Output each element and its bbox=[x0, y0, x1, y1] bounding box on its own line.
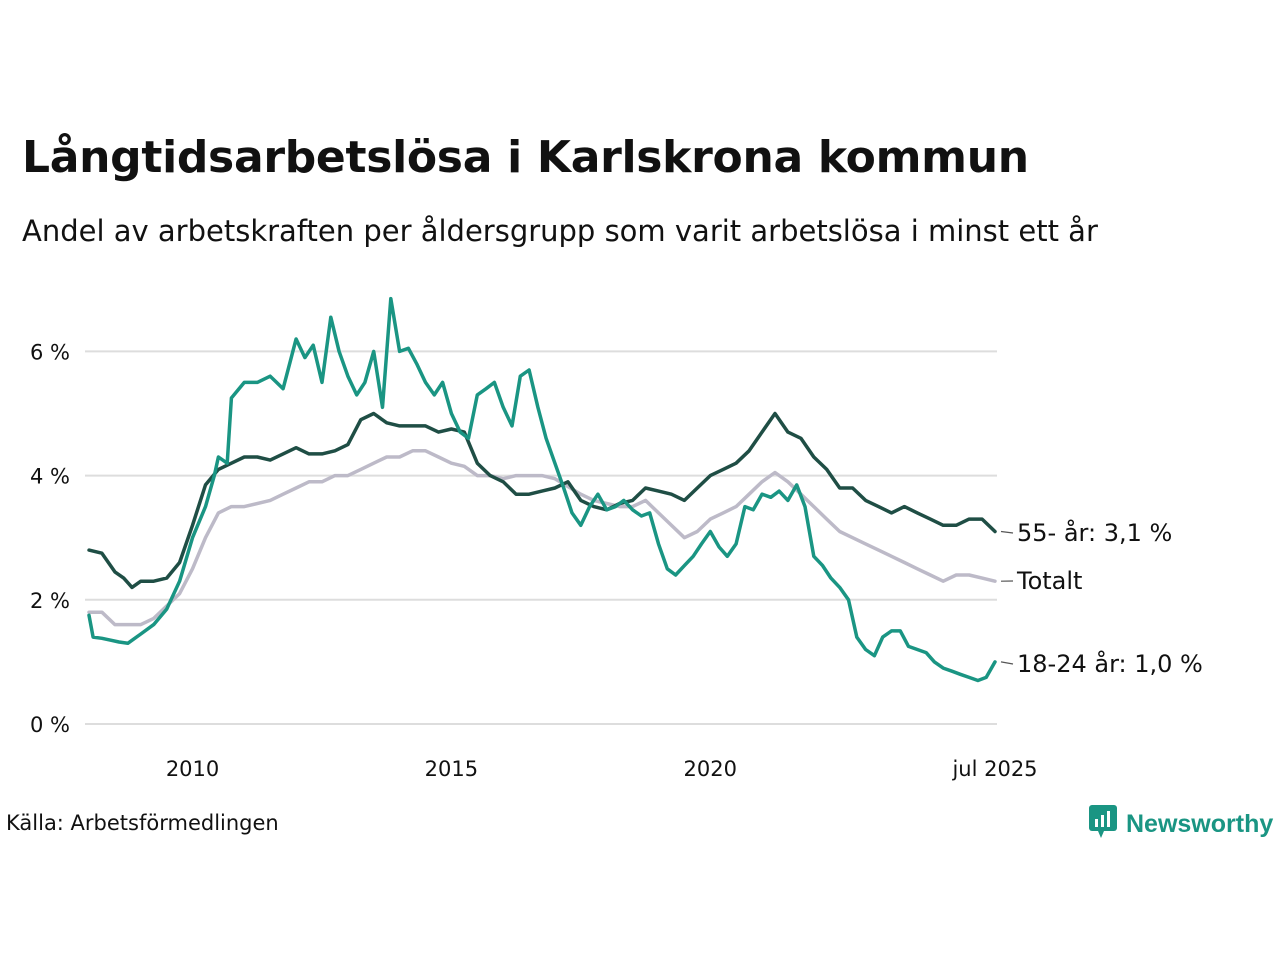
series-end-label: 18-24 år: 1,0 % bbox=[1017, 649, 1203, 678]
y-tick-label: 2 % bbox=[30, 589, 70, 613]
y-tick-label: 0 % bbox=[30, 713, 70, 737]
source-note: Källa: Arbetsförmedlingen bbox=[6, 811, 279, 835]
series-end-labels: 55- år: 3,1 % Totalt 18-24 år: 1,0 % bbox=[1000, 518, 1203, 678]
x-tick-label: 2020 bbox=[684, 757, 737, 781]
series-lines bbox=[87, 296, 997, 683]
y-tick-label: 6 % bbox=[30, 340, 70, 364]
y-tick-label: 4 % bbox=[30, 465, 70, 489]
x-tick-label: jul 2025 bbox=[951, 757, 1037, 781]
logo-text: Newsworthy bbox=[1126, 809, 1274, 838]
series-end-label: 55- år: 3,1 % bbox=[1017, 518, 1172, 547]
chart-title: Långtidsarbetslösa i Karlskrona kommun bbox=[22, 132, 1029, 183]
gridlines bbox=[85, 350, 997, 725]
x-tick-label: 2015 bbox=[425, 757, 478, 781]
end-label-connector bbox=[1000, 661, 1014, 665]
end-label-connector bbox=[1000, 530, 1014, 534]
newsworthy-logo[interactable]: Newsworthy bbox=[1088, 804, 1273, 844]
series-line-0 bbox=[87, 411, 997, 590]
series-line-2 bbox=[87, 296, 997, 683]
x-tick-label: 2010 bbox=[166, 757, 219, 781]
series-line-1 bbox=[87, 449, 997, 627]
series-end-label: Totalt bbox=[1016, 567, 1082, 595]
y-axis-ticks: 0 % 2 % 4 % 6 % bbox=[30, 340, 70, 737]
chart-subtitle: Andel av arbetskraften per åldersgrupp s… bbox=[22, 214, 1098, 248]
x-axis-ticks: 2010 2015 2020 jul 2025 bbox=[166, 757, 1038, 781]
newsworthy-logo-icon bbox=[1088, 804, 1118, 844]
